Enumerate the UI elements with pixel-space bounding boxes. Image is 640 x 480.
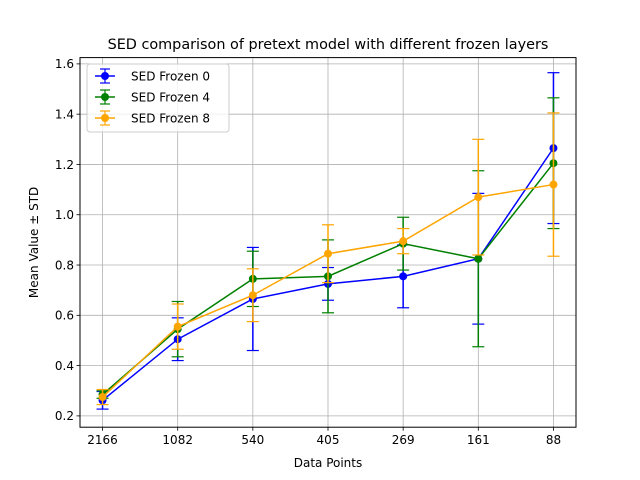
legend-label: SED Frozen 4 [131,90,210,104]
y-tick-label: 0.6 [55,309,74,323]
x-tick-label: 88 [546,433,561,447]
data-point [173,322,182,331]
y-tick-label: 0.8 [55,258,74,272]
data-point [248,291,257,300]
x-tick-label: 405 [317,433,340,447]
x-tick-label: 161 [467,433,490,447]
legend-label: SED Frozen 8 [131,111,210,125]
y-tick-label: 1.4 [55,107,74,121]
y-tick-label: 1.0 [55,208,74,222]
x-axis-label: Data Points [294,456,363,470]
y-axis: 0.2 0.4 0.6 0.8 1.0 1.2 1.4 1.6 [55,57,80,423]
y-tick-label: 1.2 [55,158,74,172]
legend-item: SED Frozen 8 [95,110,210,126]
legend-label: SED Frozen 0 [131,69,210,83]
series-layer [96,72,560,410]
legend-marker [101,72,109,80]
y-axis-label: Mean Value ± STD [27,187,41,298]
legend-item: SED Frozen 4 [95,89,210,105]
data-point [399,272,408,281]
legend-marker [101,114,109,122]
x-tick-label: 2166 [87,433,118,447]
x-tick-label: 540 [241,433,264,447]
data-point [549,180,558,189]
legend-box [86,63,230,133]
x-tick-label: 1082 [162,433,193,447]
x-tick-label: 269 [392,433,415,447]
legend-marker [101,93,109,101]
legend-item: SED Frozen 0 [95,68,210,84]
y-tick-label: 0.4 [55,359,74,373]
data-point [474,254,483,263]
data-point [399,237,408,246]
chart-title: SED comparison of pretext model with dif… [108,37,549,53]
y-tick-label: 0.2 [55,409,74,423]
data-point [98,393,107,402]
y-tick-label: 1.6 [55,57,74,71]
series-2 [96,112,560,406]
data-point [474,193,483,202]
data-point [324,249,332,258]
x-axis: 2166 1082 540 405 269 161 88 [87,427,561,447]
legend: SED Frozen 0 SED Frozen 4 SED Frozen 8 [86,63,230,133]
